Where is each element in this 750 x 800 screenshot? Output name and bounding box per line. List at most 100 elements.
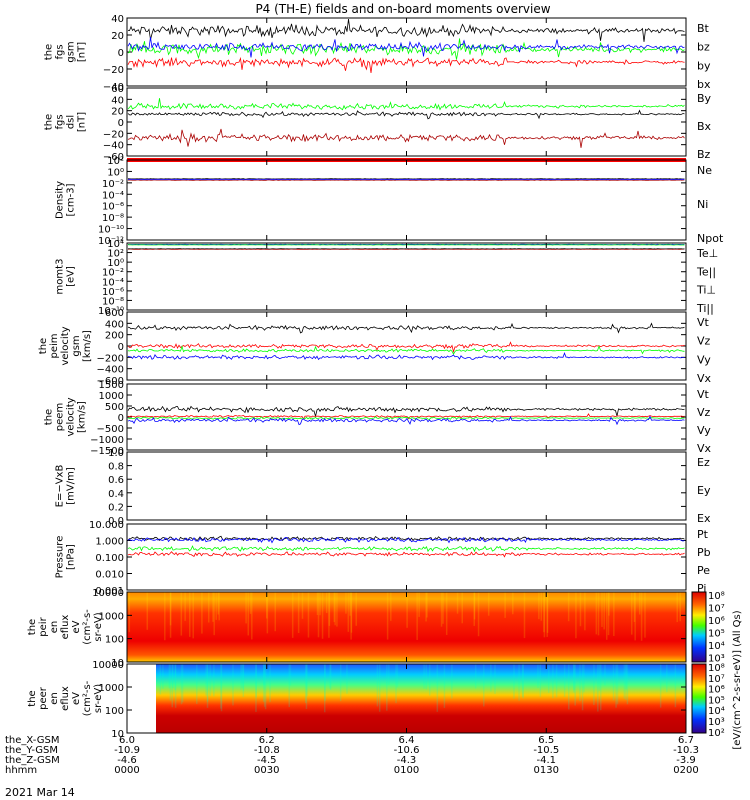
series-Vy — [127, 345, 685, 356]
y-axis-label: dsl — [66, 115, 77, 129]
y-tick-label: −20 — [103, 129, 124, 140]
legend-bz: bz — [697, 41, 710, 54]
y-tick-label: 0 — [118, 342, 124, 353]
y-tick-label: −500 — [97, 424, 124, 435]
y-axis-label: eflux — [60, 615, 71, 640]
y-tick-label: 0.8 — [108, 462, 124, 473]
y-tick-label: 200 — [105, 331, 124, 342]
series-Ni — [127, 178, 685, 180]
y-axis-label: [cm-3] — [66, 183, 77, 216]
colorbar-tick: 10⁸ — [708, 663, 725, 674]
colorbar-tick: 10⁷ — [708, 674, 725, 685]
orbit-value: 6.5 — [538, 735, 554, 746]
legend-Ex: Ex — [697, 512, 711, 525]
y-axis-label: en — [49, 692, 60, 705]
y-axis-label: fgs — [55, 114, 66, 129]
orbit-value: -4.6 — [117, 755, 137, 766]
orbit-value: -10.3 — [673, 745, 699, 756]
colorbar-tick: 10⁵ — [708, 629, 725, 640]
y-tick-label: 20 — [111, 107, 124, 118]
y-axis-label: fgs — [55, 44, 66, 59]
series-Bt — [127, 18, 685, 42]
y-axis-label: Density — [55, 181, 66, 219]
y-tick-label: 1500 — [99, 380, 124, 391]
y-tick-label: 60 — [111, 84, 124, 95]
panel-frame — [126, 17, 687, 87]
orbit-value: 0130 — [534, 765, 559, 776]
orbit-row-label: the_Z-GSM — [5, 755, 60, 766]
y-tick-label: −40 — [103, 141, 124, 152]
legend-Bt: Bt — [697, 22, 710, 35]
y-axis-label: sr-eV) — [93, 612, 104, 641]
y-tick-label: −400 — [97, 365, 124, 376]
legend-Ez: Ez — [697, 456, 710, 469]
legend-Vx: Vx — [697, 442, 712, 455]
y-axis-label: sr-eV) — [93, 684, 104, 713]
legend-Te⊥: Te⊥ — [696, 247, 718, 260]
y-axis-label: peem — [55, 403, 66, 431]
y-axis-label: eV — [71, 620, 82, 633]
y-tick-label: 0 — [118, 48, 124, 59]
colorbar-bottom — [691, 663, 707, 734]
legend-Te||: Te|| — [696, 265, 716, 278]
y-axis-label: the — [44, 409, 55, 425]
series-By — [127, 98, 685, 111]
panel-pressure: 10.000 1.000 0.100 0.010 0.001 Pressure [nPa] P… — [55, 520, 711, 597]
y-tick-label: 10⁻⁶ — [102, 287, 124, 298]
orbit-value: -4.5 — [257, 755, 277, 766]
y-axis-label: the — [27, 690, 38, 706]
legend-Ey: Ey — [697, 484, 711, 497]
y-tick-label: 10⁻⁴ — [102, 277, 124, 288]
y-tick-label: 0 — [118, 118, 124, 129]
orbit-value: 0030 — [254, 765, 279, 776]
y-tick-label: −60 — [103, 152, 124, 163]
panel-frame — [126, 159, 687, 241]
orbit-value: -3.9 — [676, 755, 696, 766]
y-axis-label: gsm — [71, 335, 82, 356]
y-tick-label: −200 — [97, 353, 124, 364]
series-Vt — [127, 322, 685, 334]
y-axis-label: the — [38, 338, 49, 354]
y-axis-label: [km/s] — [82, 330, 93, 362]
orbit-value: 6.2 — [259, 735, 275, 746]
orbit-value: 0100 — [394, 765, 419, 776]
y-axis-label: [nPa] — [66, 544, 77, 570]
colorbar-tick: 10⁶ — [708, 616, 725, 627]
colorbar-tick: 10³ — [708, 654, 725, 665]
y-tick-label: 500 — [105, 402, 124, 413]
y-tick-label: 10⁻² — [102, 268, 124, 279]
y-axis-label: [nT] — [77, 42, 88, 62]
y-axis-label: (cm²-s- — [82, 680, 93, 716]
y-tick-label: 0 — [118, 413, 124, 424]
y-axis-label: momt3 — [55, 259, 66, 295]
legend-Ne: Ne — [697, 164, 712, 177]
y-tick-label: 100 — [105, 635, 124, 646]
y-tick-label: 40 — [111, 95, 124, 106]
y-tick-label: 600 — [105, 308, 124, 319]
y-tick-label: 1.000 — [95, 537, 124, 548]
series-bx — [127, 37, 685, 58]
y-axis-label: [mV/m] — [66, 467, 77, 505]
panel-peer-en-eflux: 10000 1000 100 10 the peer en eflux eV (cm²-s-sr-… — [27, 660, 688, 740]
y-tick-label: 0.001 — [95, 586, 124, 597]
colorbar-tick: 10⁴ — [708, 706, 725, 717]
orbit-value: 6.7 — [678, 735, 694, 746]
y-tick-label: 1000 — [99, 611, 124, 622]
y-axis-label: E=−VxB — [55, 465, 66, 508]
legend-Vy: Vy — [697, 353, 711, 366]
y-tick-label: 0.6 — [108, 475, 124, 486]
y-tick-label: −1500 — [90, 446, 124, 457]
colorbar-top — [691, 591, 707, 663]
colorbar-tick: 10⁴ — [708, 641, 725, 652]
orbit-value: -10.8 — [254, 745, 280, 756]
legend-Npot: Npot — [697, 232, 724, 245]
y-axis-label: the — [27, 619, 38, 635]
panel-e-field: 1.0 0.8 0.6 0.4 0.2 0.0 E=−VxB [mV/m] Ez Ey Ex — [55, 448, 711, 527]
y-tick-label: 10⁻¹² — [98, 236, 124, 247]
panel-peir-en-eflux: 10000 1000 100 10 the peir en eflux eV (cm²-s-sr-… — [27, 588, 688, 669]
y-tick-label: 10 — [111, 729, 124, 740]
